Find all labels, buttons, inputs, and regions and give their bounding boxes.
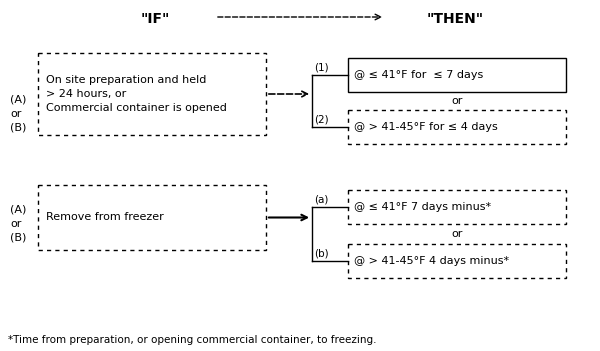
Text: "IF": "IF" (140, 12, 170, 26)
Text: @ ≤ 41°F for  ≤ 7 days: @ ≤ 41°F for ≤ 7 days (354, 70, 483, 80)
Text: @ > 41-45°F 4 days minus*: @ > 41-45°F 4 days minus* (354, 256, 509, 266)
Bar (38, 53, 266, 135)
Text: On site preparation and held
> 24 hours, or
Commercial container is opened: On site preparation and held > 24 hours,… (46, 75, 227, 113)
Text: (b): (b) (314, 249, 329, 259)
Text: @ > 41-45°F for ≤ 4 days: @ > 41-45°F for ≤ 4 days (354, 122, 498, 132)
Text: "THEN": "THEN" (427, 12, 484, 26)
Text: Remove from freezer: Remove from freezer (46, 212, 164, 223)
Text: (1): (1) (314, 63, 329, 73)
Text: *Time from preparation, or opening commercial container, to freezing.: *Time from preparation, or opening comme… (8, 335, 377, 345)
Text: (a): (a) (314, 195, 328, 205)
Text: or: or (451, 96, 463, 106)
Text: (A)
or
(B): (A) or (B) (10, 205, 26, 243)
Text: or: or (451, 229, 463, 239)
Bar (348, 110, 566, 144)
Bar (348, 58, 566, 92)
Bar (38, 185, 266, 250)
Text: (2): (2) (314, 115, 329, 125)
Bar (348, 190, 566, 224)
Text: (A)
or
(B): (A) or (B) (10, 95, 26, 133)
Bar (348, 244, 566, 278)
Text: @ ≤ 41°F 7 days minus*: @ ≤ 41°F 7 days minus* (354, 202, 491, 212)
